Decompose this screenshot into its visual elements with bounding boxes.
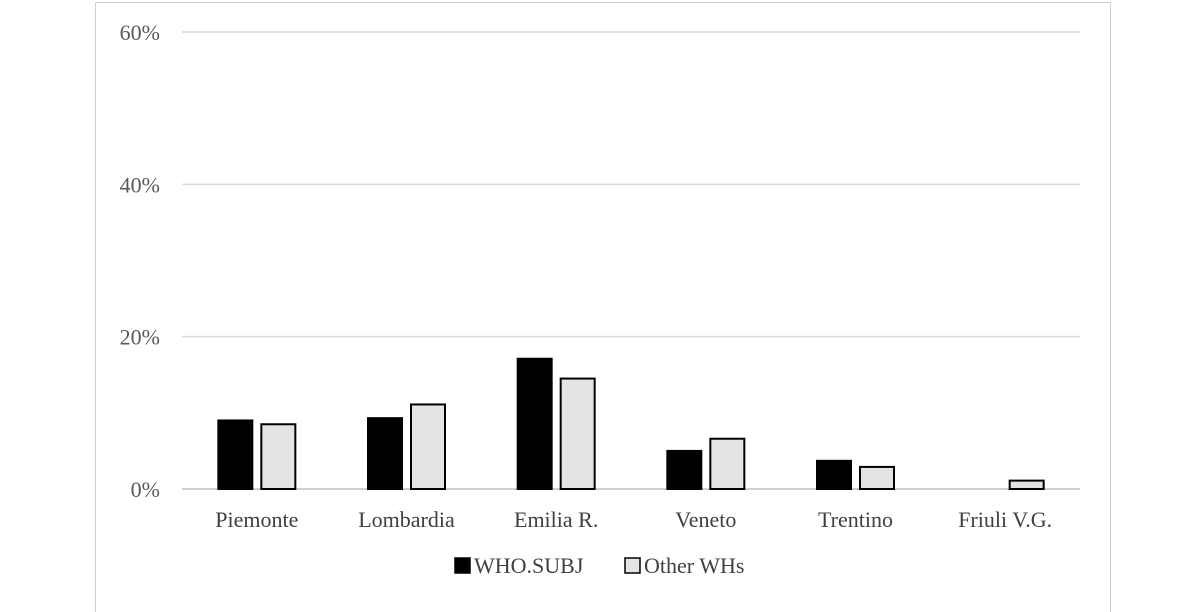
x-tick-label: Piemonte <box>215 507 298 532</box>
y-tick-label: 0% <box>131 477 160 502</box>
legend-swatch <box>624 557 641 574</box>
x-tick-label: Veneto <box>675 507 736 532</box>
bar <box>709 437 746 491</box>
bar-layer <box>217 357 1045 491</box>
legend-swatch <box>454 557 471 574</box>
x-tick-label: Emilia R. <box>514 507 598 532</box>
y-tick-label: 20% <box>120 325 160 350</box>
bar <box>666 449 703 490</box>
bar <box>559 377 596 490</box>
y-tick-label: 40% <box>120 172 160 197</box>
bar <box>516 357 553 490</box>
bar <box>217 419 254 491</box>
bar <box>410 403 446 490</box>
x-tick-label: Lombardia <box>358 507 455 532</box>
bar <box>1008 479 1045 491</box>
legend-label: WHO.SUBJ <box>474 553 584 578</box>
label-layer: 0% 20% 40% 60% Piemonte Lombardia Emilia R. Ven… <box>120 20 1052 532</box>
grid-layer <box>182 31 1080 490</box>
legend-label: Other WHs <box>644 553 744 578</box>
x-tick-label: Friuli V.G. <box>958 507 1052 532</box>
bar <box>367 417 403 491</box>
bar <box>859 465 895 490</box>
legend: WHO.SUBJ Other WHs <box>454 553 744 578</box>
x-tick-label: Trentino <box>818 507 893 532</box>
bar <box>260 423 297 490</box>
chart-frame <box>95 2 1111 612</box>
y-tick-label: 60% <box>120 20 160 45</box>
bar <box>816 459 852 490</box>
